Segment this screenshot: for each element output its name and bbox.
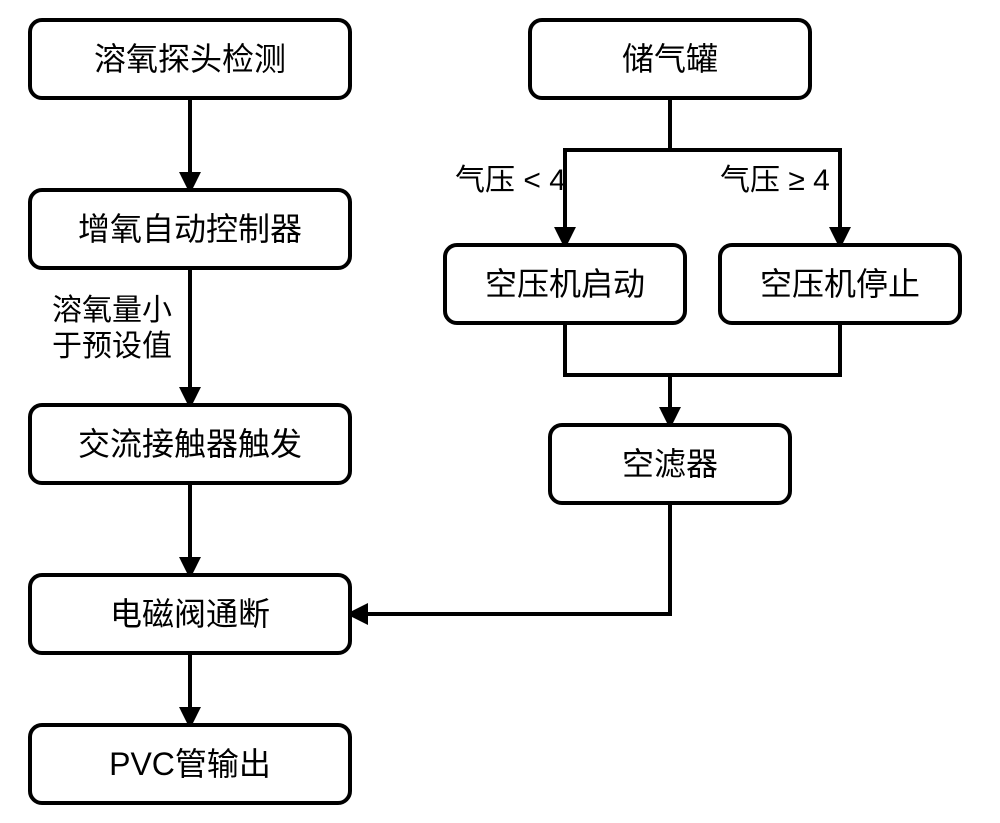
edge-label-split-n8: 气压 ≥ 4 [720, 164, 830, 197]
node-n7: 空压机启动 [445, 245, 685, 323]
node-label-n7: 空压机启动 [485, 266, 645, 302]
node-n6: 储气罐 [530, 20, 810, 98]
node-label-n4: 电磁阀通断 [110, 596, 270, 632]
node-n5: PVC管输出 [30, 725, 350, 803]
nodes-layer: 溶氧探头检测增氧自动控制器交流接触器触发电磁阀通断PVC管输出储气罐空压机启动空… [30, 20, 960, 803]
node-label-n1: 溶氧探头检测 [94, 41, 286, 77]
node-n2: 增氧自动控制器 [30, 190, 350, 268]
edge-label-n2-n3: 溶氧量小于预设值 [52, 294, 172, 363]
node-n9: 空滤器 [550, 425, 790, 503]
edge-n9-n4 [350, 503, 670, 614]
flowchart-canvas: 溶氧探头检测增氧自动控制器交流接触器触发电磁阀通断PVC管输出储气罐空压机启动空… [0, 0, 1000, 823]
node-n3: 交流接触器触发 [30, 405, 350, 483]
node-label-n8: 空压机停止 [760, 266, 920, 302]
node-n8: 空压机停止 [720, 245, 960, 323]
edge-split-n7 [565, 150, 670, 245]
edge-n7-merge [565, 323, 670, 375]
node-n4: 电磁阀通断 [30, 575, 350, 653]
node-n1: 溶氧探头检测 [30, 20, 350, 98]
node-label-n2: 增氧自动控制器 [78, 211, 302, 247]
node-label-n3: 交流接触器触发 [78, 426, 302, 462]
node-label-n6: 储气罐 [622, 41, 718, 77]
node-label-n5: PVC管输出 [109, 746, 271, 782]
node-label-n9: 空滤器 [622, 446, 718, 482]
edge-label-split-n7: 气压 < 4 [455, 164, 566, 197]
edge-n8-merge [670, 323, 840, 375]
